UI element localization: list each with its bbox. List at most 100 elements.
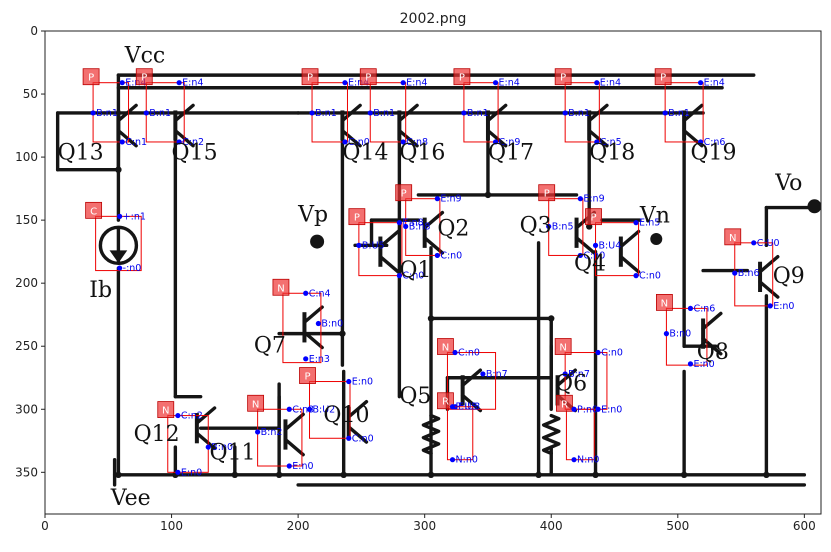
label-q4: Q4 <box>574 252 606 277</box>
pin-label: E:n0 <box>693 359 714 370</box>
x-axis: 0 100 200 300 400 500 600 <box>41 514 816 533</box>
transistor-lead <box>397 128 419 148</box>
pin-label: B:U5 <box>362 240 385 251</box>
component-annotation: P E:n4 B:n1 C:n9 <box>453 68 521 148</box>
component-annotation: N C:U0 B:n6 E:n0 <box>724 228 794 312</box>
label-q6: Q6 <box>555 371 587 396</box>
pin-marker <box>342 139 348 145</box>
pin-marker <box>356 242 362 248</box>
pin-marker <box>492 139 499 145</box>
type-badge <box>585 208 602 226</box>
type-badge <box>556 394 573 412</box>
pin-marker <box>633 273 639 279</box>
type-badge <box>301 68 319 86</box>
pin-label: C:n0 <box>601 348 623 359</box>
pin-label: C:n0 <box>458 348 480 359</box>
annotation-layer: P E:n4B:n1C:n1P E:n4B:n1C:n2P E:n4B:n1C:n0P… <box>82 68 794 478</box>
vp-terminal <box>310 234 325 249</box>
pin-marker <box>595 406 601 412</box>
pin-label: B:n5 <box>552 221 574 232</box>
pin-marker <box>400 80 406 86</box>
pin-label: C:n0 <box>402 271 424 282</box>
pin-marker <box>633 220 639 226</box>
y-tick-label: 250 <box>15 339 38 353</box>
pin-marker <box>767 303 773 309</box>
pin-label: E:n4 <box>704 78 725 89</box>
junction-dot <box>275 471 283 479</box>
component-annotation: N C:n2 B:n0 E:n0 <box>157 401 233 478</box>
type-badge-label: P <box>660 73 666 84</box>
component-annotation: R P:n0 N:n0 <box>556 394 599 466</box>
pin-marker <box>571 457 577 463</box>
y-tick-label: 100 <box>15 150 38 164</box>
label-vp: Vp <box>297 202 328 227</box>
type-badge-label: N <box>559 343 566 354</box>
transistor-lead <box>302 330 324 350</box>
component-annotation: P E:n4B:n1C:n0 <box>301 68 370 148</box>
pin-label: B:n8 <box>409 221 431 232</box>
plot-area: P E:n4B:n1C:n1P E:n4B:n1C:n2P E:n4B:n1C:n0P… <box>44 30 822 515</box>
x-tick-label: 100 <box>160 519 183 533</box>
y-tick-label: 0 <box>30 24 38 38</box>
pin-label: B:n0 <box>211 442 233 453</box>
annotation-box <box>282 292 322 364</box>
pin-marker <box>663 331 670 337</box>
transistor-lead <box>619 229 641 249</box>
label-q12: Q12 <box>134 422 180 447</box>
pin-label: E:n0 <box>181 467 202 478</box>
pin-label: C:n6 <box>704 137 726 148</box>
label-q11: Q11 <box>210 441 256 466</box>
pin-marker <box>342 80 348 86</box>
transistor-lead <box>116 103 138 123</box>
pin-marker <box>90 110 96 116</box>
label-q10: Q10 <box>323 403 369 428</box>
label-q14: Q14 <box>342 141 388 166</box>
type-badge-label: N <box>252 399 259 410</box>
pin-marker <box>346 435 352 441</box>
pin-marker <box>732 270 738 276</box>
pin-marker <box>687 305 694 311</box>
pin-label: C:n5 <box>600 137 622 148</box>
pin-marker <box>396 273 402 279</box>
pin-marker <box>119 139 125 145</box>
label-q18: Q18 <box>589 141 635 166</box>
annotation-box <box>167 415 209 473</box>
type-badge-label: P <box>88 73 94 84</box>
label-q16: Q16 <box>399 141 445 166</box>
pin-marker <box>143 110 149 116</box>
junction-dot <box>592 471 599 479</box>
component-annotation: P E:n9 B:n8 C:n0 <box>395 184 462 261</box>
junction-dot <box>548 315 555 322</box>
x-tick-label: 0 <box>41 519 49 533</box>
x-tick-label: 200 <box>287 519 310 533</box>
pin-label: C:n2 <box>181 411 203 422</box>
pin-label: E:n0 <box>292 461 313 472</box>
component-annotation: P E:n4 B:n1 C:n6 <box>654 68 726 148</box>
circuit-labels: Vcc Vee Vp Vn Vo Ib Q13 Q15 Q14 Q16 Q17 Q18 Q19 Q2 Q3 Q… <box>58 44 805 512</box>
pin-marker <box>403 223 409 230</box>
type-badge-label: P <box>544 189 550 200</box>
type-badge <box>82 68 100 86</box>
component-annotation: N C:n6 B:n0 E:n0 <box>656 293 715 370</box>
pin-label: C:n9 <box>499 137 521 148</box>
y-tick-label: 200 <box>15 276 38 290</box>
pin-label: N:n0 <box>577 455 599 466</box>
type-badge <box>554 68 572 86</box>
transistor-lead <box>619 255 641 274</box>
pin-label: E:n4 <box>348 78 369 89</box>
component-annotation: N C:n3 B:n2 E:n0 <box>247 394 314 472</box>
junction-dot <box>535 471 542 479</box>
pin-label: -:n0 <box>123 263 142 274</box>
pin-marker <box>577 196 583 202</box>
type-badge-label: P <box>459 73 465 84</box>
x-tick-label: 500 <box>666 519 689 533</box>
pin-marker <box>117 265 123 271</box>
component-annotation: P E:n4 B:n1 C:n5 <box>554 68 622 148</box>
type-badge <box>359 68 377 86</box>
pin-marker <box>175 412 181 419</box>
pin-marker <box>571 406 577 412</box>
pin-label: C:n3 <box>292 404 314 415</box>
junction-dot <box>680 471 688 479</box>
type-badge-label: N <box>442 343 449 354</box>
pin-label: E:n0 <box>773 301 794 312</box>
